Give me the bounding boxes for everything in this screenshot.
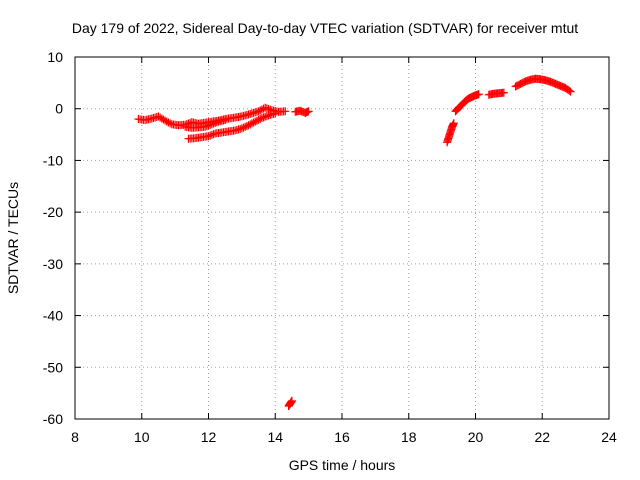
data-points <box>134 74 575 411</box>
data-point <box>206 131 215 140</box>
data-point <box>221 116 230 125</box>
data-point <box>287 396 296 405</box>
data-point <box>201 122 210 131</box>
x-tick-label: 12 <box>201 429 217 445</box>
data-point <box>251 117 260 126</box>
data-point <box>259 113 268 122</box>
data-point <box>212 118 221 127</box>
data-point <box>207 130 216 139</box>
data-point <box>254 115 263 124</box>
data-point <box>254 107 263 116</box>
data-point <box>249 118 258 127</box>
axis-ticks: 8 10 12 14 16 18 20 22 24 -60 -50 -40 -30 -20 -10 0 10 <box>43 49 617 445</box>
y-tick-label: -30 <box>43 256 63 272</box>
data-point <box>257 114 266 123</box>
y-tick-label: -10 <box>43 152 63 168</box>
y-axis-title: SDTVAR / TECUs <box>5 182 21 294</box>
x-tick-label: 8 <box>71 429 79 445</box>
data-point <box>246 120 255 129</box>
data-point <box>566 87 575 96</box>
x-tick-label: 20 <box>468 429 484 445</box>
y-tick-label: -50 <box>43 359 63 375</box>
x-tick-label: 24 <box>601 429 617 445</box>
data-point <box>499 88 508 97</box>
data-point <box>202 122 211 131</box>
x-axis-title: GPS time / hours <box>289 457 396 473</box>
data-point <box>206 120 215 129</box>
plot-frame <box>74 56 610 420</box>
data-point <box>161 116 170 125</box>
data-point <box>244 121 253 130</box>
data-point <box>164 118 173 127</box>
x-tick-label: 16 <box>334 429 350 445</box>
data-point <box>211 118 220 127</box>
data-point <box>261 112 270 121</box>
data-point <box>252 116 261 125</box>
data-point <box>242 122 251 131</box>
data-point <box>262 112 271 121</box>
data-point <box>247 119 256 128</box>
data-point <box>162 117 171 126</box>
x-tick-label: 14 <box>267 429 283 445</box>
data-point <box>449 119 458 128</box>
data-point <box>262 104 271 113</box>
data-point <box>281 107 290 116</box>
x-tick-label: 22 <box>534 429 550 445</box>
y-tick-label: 0 <box>55 101 63 117</box>
x-tick-label: 18 <box>401 429 417 445</box>
data-point <box>256 106 265 115</box>
data-point <box>204 132 213 141</box>
data-point <box>209 130 218 139</box>
data-point <box>159 115 168 124</box>
data-point <box>239 123 248 132</box>
data-point <box>565 86 574 95</box>
y-tick-label: -60 <box>43 411 63 427</box>
x-tick-label: 10 <box>134 429 150 445</box>
data-point <box>207 120 216 129</box>
data-point <box>261 103 270 112</box>
data-point <box>474 90 483 99</box>
data-point <box>204 121 213 130</box>
data-point <box>271 109 280 118</box>
data-point <box>209 119 218 128</box>
data-point <box>257 105 266 114</box>
grid <box>75 57 609 419</box>
data-point <box>304 107 313 116</box>
data-point <box>241 122 250 131</box>
y-tick-label: 10 <box>47 49 63 65</box>
chart-title: Day 179 of 2022, Sidereal Day-to-day VTE… <box>72 20 578 36</box>
y-tick-label: -40 <box>43 308 63 324</box>
data-point <box>256 114 265 123</box>
y-tick-label: -20 <box>43 204 63 220</box>
data-point <box>166 119 175 128</box>
data-point <box>237 124 246 133</box>
